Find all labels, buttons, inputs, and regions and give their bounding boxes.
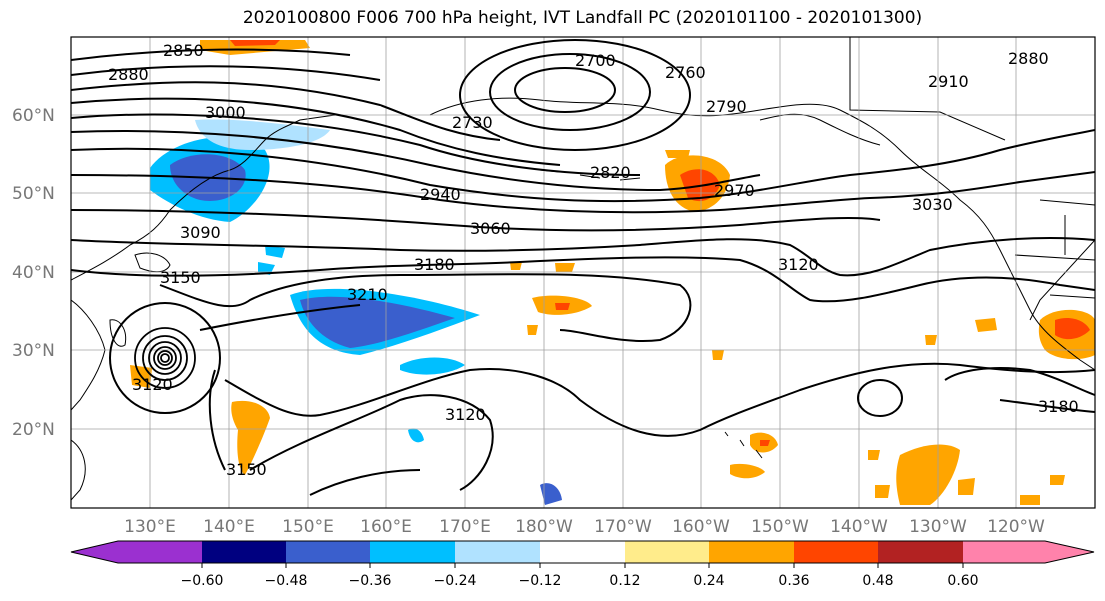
colorbar-outline [70,540,1095,564]
contour-label: 2850 [163,41,204,60]
contour-label: 3120 [445,405,486,424]
contour-label: 2790 [706,97,747,116]
contour-label: 2760 [665,63,706,82]
contour-label: 3210 [347,285,388,304]
map-title: 2020100800 F006 700 hPa height, IVT Land… [242,8,923,28]
contour-label: 3000 [205,103,246,122]
lon-label: 120°W [987,517,1045,537]
lat-label: 30°N [12,341,55,361]
map-layers: 2850 2880 3000 2700 2760 2730 2790 2820 … [71,37,1095,508]
colorbar-segment [625,541,709,563]
lat-label: 40°N [12,263,55,283]
contour-label: 3120 [778,255,819,274]
lon-label: 140°W [830,517,888,537]
lon-label: 150°E [282,517,334,537]
lon-label: 170°E [439,517,491,537]
lon-label: 160°W [672,517,730,537]
colorbar-segment [455,541,540,563]
lon-label: 170°W [594,517,652,537]
colorbar-tick-label: 0.36 [778,573,809,589]
colorbar-segment [878,541,963,563]
contour-label: 3060 [470,219,511,238]
colorbar-tick-label: 0.12 [609,573,640,589]
contour-label: 3180 [1038,397,1079,416]
contour-label: 2700 [575,51,616,70]
colorbar-tick-label: 0.24 [693,573,724,589]
colorbar-tick-label: −0.48 [265,573,308,589]
colorbar-segment [794,541,878,563]
colorbar-tick-label: 0.60 [947,573,978,589]
map-frame [70,36,1096,509]
lon-label: 140°E [203,517,255,537]
colorbar-ticks [201,563,964,568]
contour-label: 3030 [912,195,953,214]
colorbar-tick-label: −0.36 [349,573,392,589]
colorbar-tick-label: 0.48 [862,573,893,589]
lon-label: 130°E [124,517,176,537]
lon-label: 160°E [360,517,412,537]
colorbar: −0.60 −0.48 −0.36 −0.24 −0.12 0.12 0.24 … [70,540,1095,589]
contour-label: 3120 [132,375,173,394]
contour-label: 3090 [180,223,221,242]
contour-label-group: 2850 2880 3000 2700 2760 2730 2790 2820 … [108,41,1079,479]
longitude-labels: 130°E 140°E 150°E 160°E 170°E 180°W 170°… [124,517,1045,537]
colorbar-segment [202,541,286,563]
contour-label: 2880 [1008,49,1049,68]
ivt-positive-anomaly-fill [130,40,1095,505]
lon-label: 180°W [515,517,573,537]
colorbar-segment [370,541,455,563]
contour-label: 2820 [590,163,631,182]
contour-label: 2910 [928,72,969,91]
contour-label: 2730 [452,113,493,132]
colorbar-segment [540,541,625,563]
ivt-negative-anomaly-fill [150,119,562,505]
contour-label: 2970 [714,181,755,200]
colorbar-extend-min [71,541,118,563]
lat-label: 60°N [12,106,55,126]
colorbar-tick-label: −0.12 [519,573,562,589]
contour-label: 3150 [226,460,267,479]
colorbar-segment [286,541,370,563]
colorbar-segment [709,541,794,563]
colorbar-segment [118,541,202,563]
lon-label: 130°W [909,517,967,537]
coastlines [71,37,1095,501]
colorbar-tick-labels: −0.60 −0.48 −0.36 −0.24 −0.12 0.12 0.24 … [181,573,979,589]
colorbar-tick-label: −0.60 [181,573,224,589]
height-contours [71,48,1095,496]
contour-label: 3150 [160,268,201,287]
contour-label: 2880 [108,65,149,84]
latitude-labels: 60°N 50°N 40°N 30°N 20°N [12,106,55,440]
contour-label: 3180 [414,255,455,274]
typhoon-contours [109,302,221,414]
lat-label: 50°N [12,184,55,204]
contour-label: 2940 [420,185,461,204]
colorbar-extend-max [963,541,1094,563]
colorbar-tick-label: −0.24 [434,573,477,589]
low-center-contours [459,39,903,417]
lat-label: 20°N [12,420,55,440]
lon-label: 150°W [751,517,809,537]
